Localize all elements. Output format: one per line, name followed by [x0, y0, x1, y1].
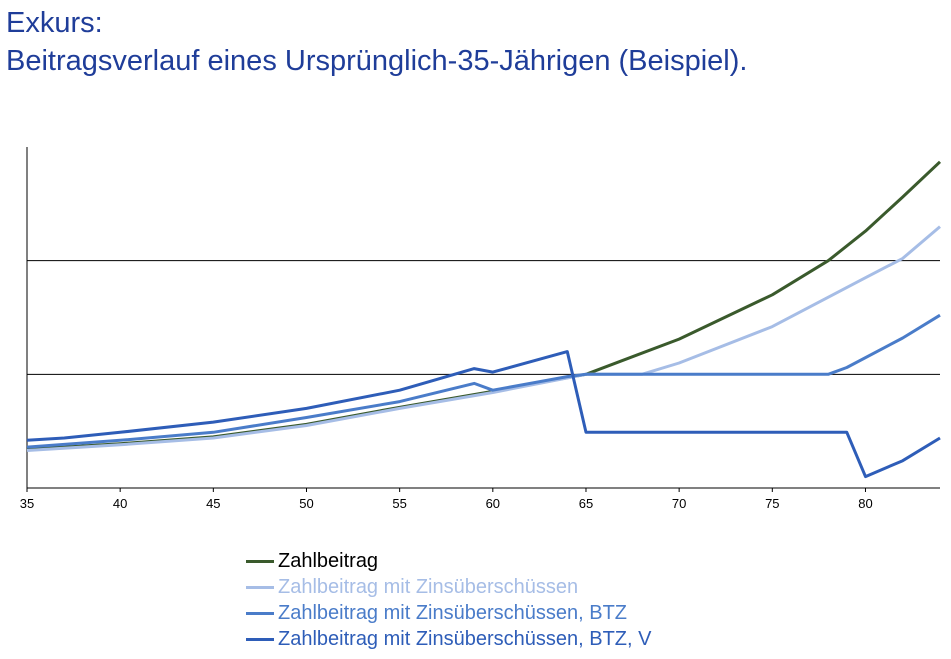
- x-tick-label-35: 35: [20, 496, 34, 511]
- chart-legend: Zahlbeitrag Zahlbeitrag mit Zinsüberschüs…: [246, 548, 651, 652]
- legend-label-1: Zahlbeitrag mit Zinsüberschüssen: [278, 576, 579, 598]
- series-line-2: [26, 313, 941, 449]
- x-tick-label-45: 45: [206, 496, 220, 511]
- x-tick-label-70: 70: [672, 496, 686, 511]
- legend-item-3: Zahlbeitrag mit Zinsüberschüssen, BTZ, V: [246, 626, 651, 652]
- legend-label-2: Zahlbeitrag mit Zinsüberschüssen, BTZ: [278, 602, 628, 624]
- legend-label-3: Zahlbeitrag mit Zinsüberschüssen, BTZ, V: [278, 628, 652, 650]
- series-line-0: [26, 160, 942, 451]
- legend-item-2: Zahlbeitrag mit Zinsüberschüssen, BTZ: [246, 600, 651, 626]
- page-title: Exkurs: Beitragsverlauf eines Ursprüngli…: [6, 4, 747, 80]
- x-tick-label-60: 60: [486, 496, 500, 511]
- line-chart: 35 40 45 50 55 60 65 70 75 80: [20, 147, 942, 511]
- legend-swatch-1: [246, 585, 274, 589]
- title-line-1: Exkurs:: [6, 7, 103, 39]
- legend-item-1: Zahlbeitrag mit Zinsüberschüssen: [246, 574, 651, 600]
- title-line-2: Beitragsverlauf eines Ursprünglich-35-Jä…: [6, 45, 748, 77]
- legend-swatch-3: [246, 637, 274, 641]
- x-tick-label-80: 80: [858, 496, 872, 511]
- legend-label-0: Zahlbeitrag: [278, 550, 379, 572]
- x-tick-label-75: 75: [765, 496, 779, 511]
- legend-swatch-2: [246, 611, 274, 615]
- x-tick-label-65: 65: [579, 496, 593, 511]
- x-tick-label-50: 50: [299, 496, 313, 511]
- legend-swatch-0: [246, 559, 274, 563]
- legend-item-0: Zahlbeitrag: [246, 548, 651, 574]
- series-line-3: [26, 350, 941, 479]
- x-tick-label-40: 40: [113, 496, 127, 511]
- x-tick-label-55: 55: [392, 496, 406, 511]
